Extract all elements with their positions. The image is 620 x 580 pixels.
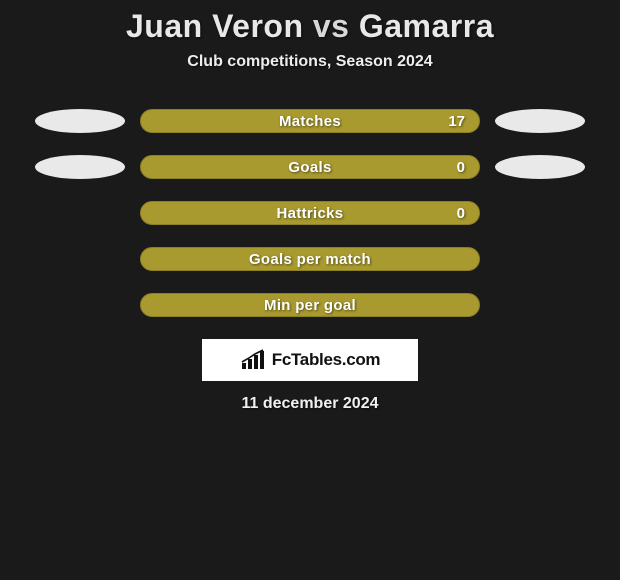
- stat-label: Matches: [279, 113, 341, 130]
- left-cell: [20, 109, 140, 133]
- brand-text: FcTables.com: [272, 350, 381, 370]
- stat-label: Goals: [288, 159, 331, 176]
- player2-marker: [495, 155, 585, 179]
- stat-row-goals-per-match: Goals per match: [0, 247, 620, 271]
- stat-value-right: 17: [448, 113, 465, 130]
- stat-value-right: 0: [457, 205, 465, 222]
- stat-bar: Min per goal: [140, 293, 480, 317]
- date-label: 11 december 2024: [0, 395, 620, 413]
- stat-bar: Goals 0: [140, 155, 480, 179]
- subtitle: Club competitions, Season 2024: [0, 53, 620, 71]
- player2-name: Gamarra: [359, 8, 494, 44]
- player2-marker: [495, 109, 585, 133]
- brand-logo[interactable]: FcTables.com: [202, 339, 418, 381]
- player1-marker: [35, 155, 125, 179]
- stat-label: Hattricks: [277, 205, 344, 222]
- stat-row-min-per-goal: Min per goal: [0, 293, 620, 317]
- right-cell: [480, 109, 600, 133]
- stat-bar: Hattricks 0: [140, 201, 480, 225]
- left-cell: [20, 155, 140, 179]
- stat-value-right: 0: [457, 159, 465, 176]
- page-title: Juan Veron vs Gamarra: [0, 8, 620, 45]
- stat-row-matches: Matches 17: [0, 109, 620, 133]
- player1-name: Juan Veron: [126, 8, 304, 44]
- stat-row-goals: Goals 0: [0, 155, 620, 179]
- stat-bar: Goals per match: [140, 247, 480, 271]
- vs-separator: vs: [313, 8, 350, 44]
- right-cell: [480, 155, 600, 179]
- stat-bar: Matches 17: [140, 109, 480, 133]
- stat-row-hattricks: Hattricks 0: [0, 201, 620, 225]
- comparison-widget: Juan Veron vs Gamarra Club competitions,…: [0, 0, 620, 413]
- player1-marker: [35, 109, 125, 133]
- stat-label: Min per goal: [264, 297, 356, 314]
- stat-label: Goals per match: [249, 251, 371, 268]
- bar-chart-icon: [240, 349, 266, 371]
